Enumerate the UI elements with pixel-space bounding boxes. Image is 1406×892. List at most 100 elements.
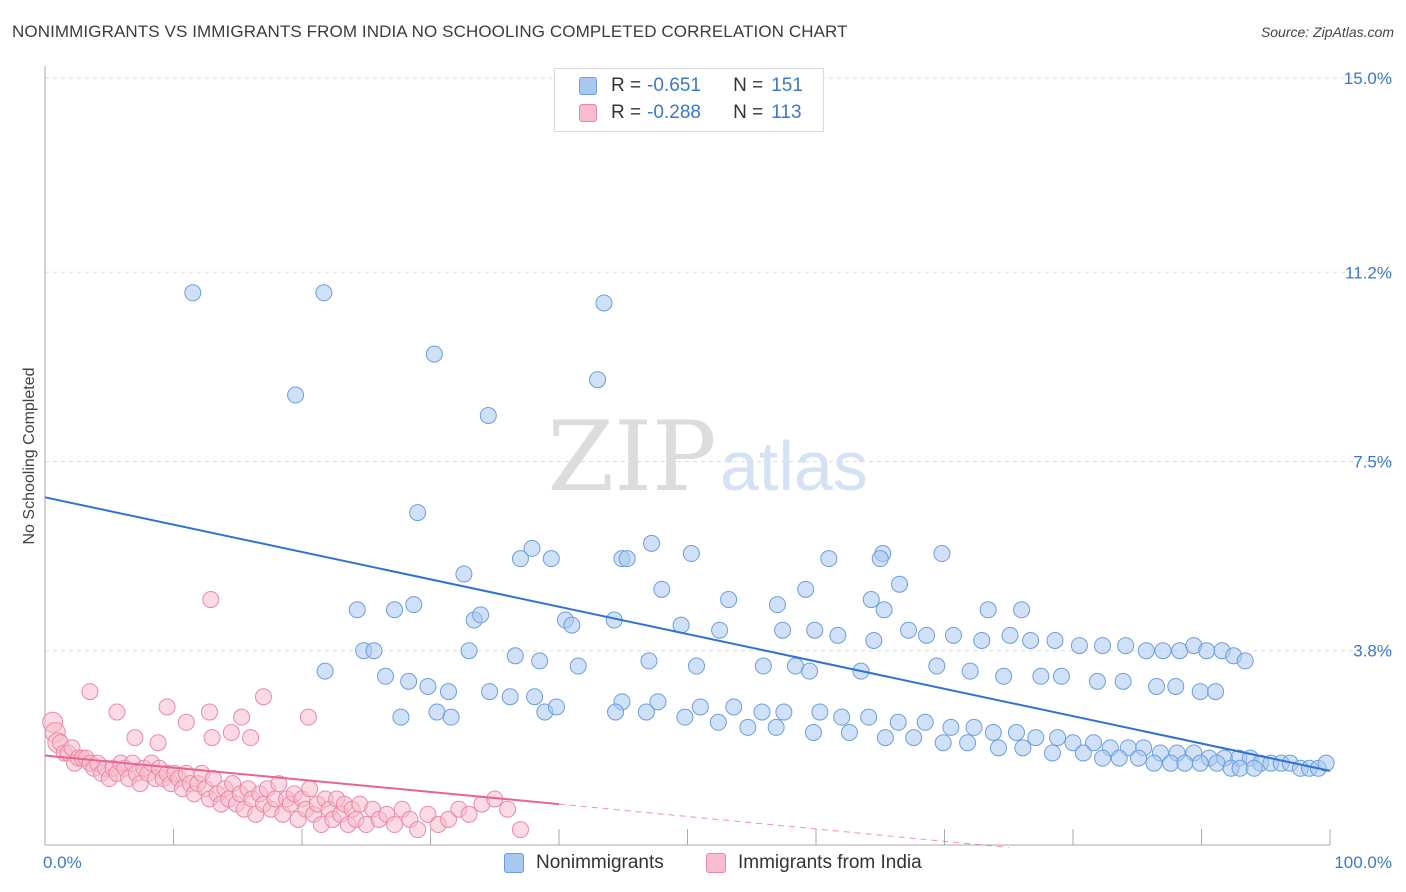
point-nonimmigrants [1043,744,1061,762]
point-immigrants-india [254,688,272,706]
y-tick-label: 15.0% [1344,69,1392,88]
point-nonimmigrants [786,657,804,675]
point-nonimmigrants [739,718,757,736]
point-nonimmigrants [472,606,490,624]
point-immigrants-india [511,821,529,839]
point-nonimmigrants [643,534,661,552]
point-nonimmigrants [973,631,991,649]
point-nonimmigrants [1171,642,1189,660]
point-nonimmigrants [640,652,658,670]
point-nonimmigrants [1317,754,1335,772]
point-nonimmigrants [607,703,625,721]
point-nonimmigrants [523,539,541,557]
legend-item-immigrants-india[interactable]: Immigrants from India [706,852,922,874]
point-nonimmigrants [455,565,473,583]
point-nonimmigrants [1110,749,1128,767]
point-nonimmigrants [316,662,334,680]
point-nonimmigrants [965,718,983,736]
series-nonimmigrants [184,284,1335,777]
point-nonimmigrants [1207,683,1225,701]
point-nonimmigrants [400,672,418,690]
point-nonimmigrants [563,616,581,634]
point-nonimmigrants [439,683,457,701]
point-nonimmigrants [754,657,772,675]
point-nonimmigrants [833,708,851,726]
trend-lines [44,496,1331,849]
point-nonimmigrants [860,708,878,726]
point-nonimmigrants [1245,759,1263,777]
point-nonimmigrants [711,621,729,639]
point-nonimmigrants [916,713,934,731]
legend-swatch-blue [579,77,597,95]
point-nonimmigrants [889,713,907,731]
source-label: Source: ZipAtlas.com [1260,24,1394,40]
point-nonimmigrants [1001,626,1019,644]
point-immigrants-india [108,703,126,721]
point-nonimmigrants [676,708,694,726]
point-immigrants-india [299,708,317,726]
point-nonimmigrants [811,703,829,721]
legend-n-value: 151 [771,75,803,96]
point-nonimmigrants [691,698,709,716]
point-nonimmigrants [720,591,738,609]
legend-label: Immigrants from India [738,852,922,873]
point-nonimmigrants [1070,637,1088,655]
point-immigrants-india [222,724,240,742]
point-nonimmigrants [1013,601,1031,619]
point-immigrants-india [439,810,457,828]
point-nonimmigrants [1085,734,1103,752]
point-nonimmigrants [942,718,960,736]
point-nonimmigrants [865,631,883,649]
point-immigrants-india [409,821,427,839]
point-nonimmigrants [1148,677,1166,695]
legend-item-nonimmigrants[interactable]: Nonimmigrants [504,852,664,874]
point-nonimmigrants [618,550,636,568]
legend-r-value: -0.651 [647,75,701,96]
point-nonimmigrants [542,550,560,568]
point-nonimmigrants [875,601,893,619]
point-nonimmigrants [959,734,977,752]
point-nonimmigrants [840,724,858,742]
point-nonimmigrants [1064,734,1082,752]
point-nonimmigrants [409,504,427,522]
point-nonimmigrants [1094,749,1112,767]
point-immigrants-india [158,698,176,716]
point-nonimmigrants [1167,677,1185,695]
point-nonimmigrants [797,580,815,598]
point-nonimmigrants [862,591,880,609]
watermark: ZIP atlas [547,401,867,513]
point-nonimmigrants [900,621,918,639]
point-nonimmigrants [989,739,1007,757]
point-immigrants-india [149,734,167,752]
correlation-legend: R = -0.651 N = 151 R = -0.288 N = 113 [554,68,824,132]
point-nonimmigrants [506,647,524,665]
point-nonimmigrants [501,688,519,706]
point-nonimmigrants [1191,683,1209,701]
point-nonimmigrants [979,601,997,619]
point-immigrants-india [386,816,404,834]
point-nonimmigrants [1014,739,1032,757]
point-nonimmigrants [442,708,460,726]
point-nonimmigrants [918,626,936,644]
point-nonimmigrants [1208,754,1226,772]
point-nonimmigrants [653,580,671,598]
point-nonimmigrants [801,662,819,680]
point-nonimmigrants [767,718,785,736]
point-immigrants-india [200,703,218,721]
point-nonimmigrants [1162,754,1180,772]
point-nonimmigrants [386,601,404,619]
y-tick-labels: 3.8% 7.5% 11.2% 15.0% [1344,69,1392,661]
legend-row-immigrants-india: R = -0.288 N = 113 [555,100,802,126]
y-tick-label: 11.2% [1345,263,1392,282]
point-immigrants-india [499,800,517,818]
point-nonimmigrants [1027,729,1045,747]
point-nonimmigrants [649,693,667,711]
point-immigrants-india [270,775,288,793]
point-nonimmigrants [526,688,544,706]
point-nonimmigrants [481,683,499,701]
point-nonimmigrants [1176,754,1194,772]
point-immigrants-india [203,729,221,747]
point-nonimmigrants [961,662,979,680]
legend-r-label: R = [611,75,642,96]
point-nonimmigrants [768,596,786,614]
